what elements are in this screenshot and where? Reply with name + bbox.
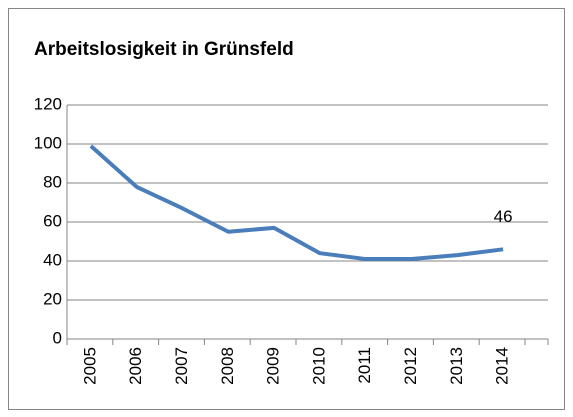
x-tick-label: 2007 (172, 347, 191, 385)
x-tick-label: 2008 (218, 347, 237, 385)
y-tick-label: 40 (43, 250, 62, 269)
data-label: 46 (494, 207, 513, 226)
x-tick-label: 2013 (447, 347, 466, 385)
x-tick-label: 2009 (264, 347, 283, 385)
x-tick-label: 2005 (80, 347, 99, 385)
x-tick-label: 2006 (126, 347, 145, 385)
x-tick-label: 2014 (493, 347, 512, 385)
x-tick-label: 2010 (309, 347, 328, 385)
x-tick-label: 2012 (401, 347, 420, 385)
line (89, 144, 504, 262)
y-tick-label: 120 (34, 94, 62, 113)
y-tick-label: 0 (53, 328, 62, 347)
chart-title: Arbeitslosigkeit in Grünsfeld (34, 39, 294, 60)
y-tick-label: 60 (43, 211, 62, 230)
chart-border (8, 8, 565, 410)
x-tick-label: 2011 (355, 347, 374, 384)
y-tick-label: 80 (43, 172, 62, 191)
y-tick-label: 20 (43, 289, 62, 308)
y-tick-label: 100 (34, 133, 62, 152)
